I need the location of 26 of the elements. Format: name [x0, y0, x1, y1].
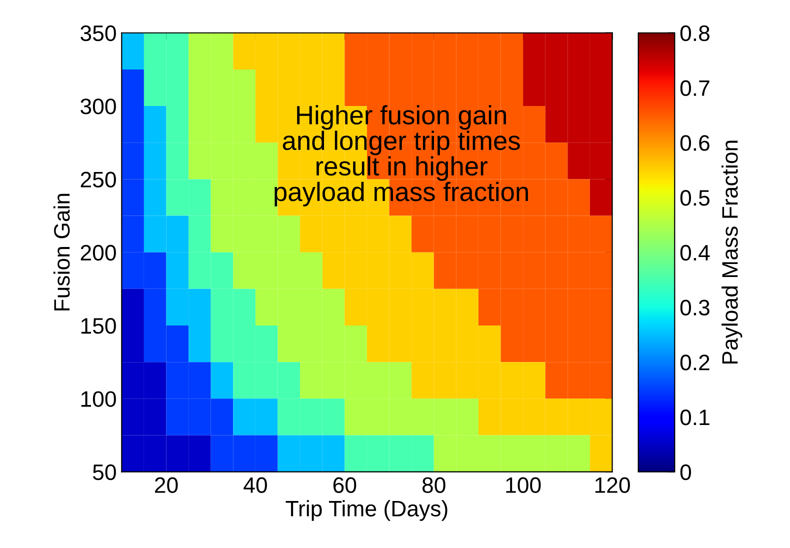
x-tick-label: 120 — [595, 477, 630, 494]
x-tick-label: 80 — [422, 477, 446, 494]
x-tick-label: 40 — [244, 477, 267, 494]
color-bar-title: Payload Mass Fraction — [722, 140, 742, 364]
y-tick-label: 300 — [80, 98, 116, 114]
color-bar-label: 0.3 — [680, 300, 710, 316]
color-bar-label: 0.4 — [680, 244, 710, 261]
y-axis-title: Fusion Gain — [53, 194, 70, 310]
y-tick-label: 350 — [80, 25, 116, 42]
annotation: Higher fusion gain and longer trip times result in higher payload mass fraction — [274, 105, 528, 206]
y-tick-label: 100 — [81, 391, 116, 407]
color-bar-label: 0.6 — [680, 135, 710, 151]
y-tick-label: 250 — [80, 172, 116, 188]
y-tick-label: 50 — [92, 464, 116, 480]
x-tick-label: 100 — [506, 477, 541, 494]
color-bar-label: 0.7 — [680, 80, 710, 96]
color-bar-label: 0.1 — [680, 409, 710, 426]
y-tick-label: 150 — [81, 318, 116, 334]
y-tick-label: 200 — [80, 244, 116, 261]
x-tick-label: 20 — [155, 477, 178, 494]
color-bar-label: 0.2 — [680, 354, 710, 370]
color-bar-label: 0 — [680, 464, 692, 480]
x-tick-label: 60 — [333, 477, 356, 494]
color-bar-label: 0.8 — [680, 25, 710, 42]
color-bar-label: 0.5 — [680, 190, 710, 206]
x-axis-title: Trip Time (Days) — [286, 500, 448, 521]
